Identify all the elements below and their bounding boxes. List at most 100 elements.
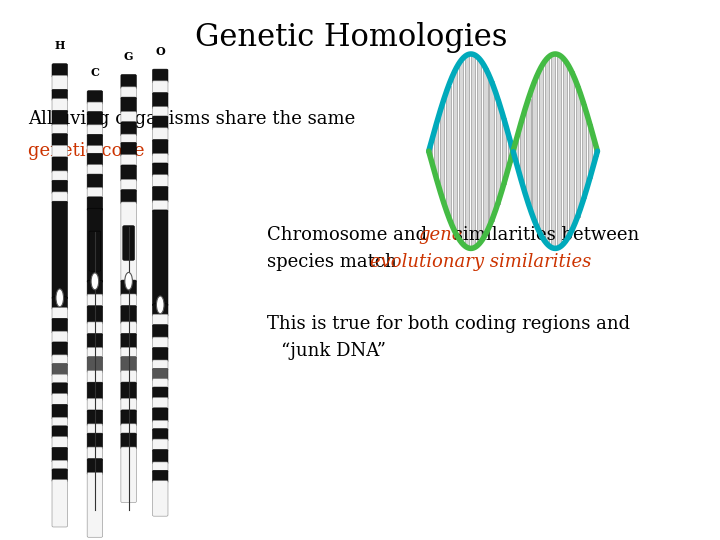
FancyBboxPatch shape	[121, 322, 136, 335]
FancyBboxPatch shape	[121, 294, 136, 308]
FancyBboxPatch shape	[153, 128, 168, 141]
FancyBboxPatch shape	[87, 102, 103, 114]
FancyBboxPatch shape	[121, 190, 136, 204]
FancyBboxPatch shape	[153, 314, 168, 327]
Text: G: G	[124, 51, 133, 62]
FancyBboxPatch shape	[582, 104, 586, 199]
FancyBboxPatch shape	[121, 333, 136, 349]
FancyBboxPatch shape	[87, 134, 103, 148]
FancyBboxPatch shape	[428, 146, 432, 156]
FancyBboxPatch shape	[121, 165, 136, 181]
FancyBboxPatch shape	[52, 157, 68, 173]
FancyBboxPatch shape	[87, 197, 103, 211]
FancyBboxPatch shape	[121, 75, 136, 89]
Text: gene: gene	[418, 226, 462, 244]
FancyBboxPatch shape	[121, 306, 136, 324]
FancyBboxPatch shape	[153, 387, 168, 400]
FancyBboxPatch shape	[121, 87, 136, 99]
Ellipse shape	[56, 289, 63, 307]
FancyBboxPatch shape	[153, 325, 168, 339]
FancyBboxPatch shape	[153, 408, 168, 422]
FancyBboxPatch shape	[557, 55, 562, 247]
FancyBboxPatch shape	[52, 469, 68, 482]
FancyBboxPatch shape	[502, 118, 506, 184]
FancyBboxPatch shape	[153, 337, 168, 350]
FancyBboxPatch shape	[52, 297, 68, 310]
FancyBboxPatch shape	[121, 347, 136, 359]
FancyBboxPatch shape	[87, 174, 103, 190]
FancyBboxPatch shape	[153, 81, 168, 94]
FancyBboxPatch shape	[153, 163, 168, 177]
FancyBboxPatch shape	[87, 280, 103, 296]
FancyBboxPatch shape	[153, 429, 168, 441]
FancyBboxPatch shape	[514, 140, 518, 163]
FancyBboxPatch shape	[477, 59, 482, 244]
FancyBboxPatch shape	[87, 153, 103, 167]
FancyBboxPatch shape	[87, 112, 103, 127]
FancyBboxPatch shape	[594, 146, 598, 156]
FancyBboxPatch shape	[459, 61, 463, 241]
FancyBboxPatch shape	[52, 480, 68, 527]
Text: “junk DNA”: “junk DNA”	[281, 342, 386, 360]
FancyBboxPatch shape	[121, 122, 136, 136]
FancyBboxPatch shape	[153, 470, 168, 483]
FancyBboxPatch shape	[52, 426, 68, 439]
FancyBboxPatch shape	[121, 433, 136, 449]
FancyBboxPatch shape	[87, 472, 103, 537]
FancyBboxPatch shape	[52, 76, 68, 91]
FancyBboxPatch shape	[52, 417, 68, 428]
Text: Genetic Homologies: Genetic Homologies	[195, 22, 508, 53]
FancyBboxPatch shape	[440, 104, 444, 199]
FancyBboxPatch shape	[87, 187, 103, 199]
FancyBboxPatch shape	[87, 347, 103, 359]
FancyBboxPatch shape	[539, 68, 543, 234]
Ellipse shape	[156, 296, 164, 314]
FancyBboxPatch shape	[52, 201, 68, 299]
FancyBboxPatch shape	[153, 368, 168, 381]
FancyBboxPatch shape	[153, 200, 168, 212]
FancyBboxPatch shape	[153, 462, 168, 472]
Text: species match: species match	[267, 253, 402, 271]
FancyBboxPatch shape	[526, 98, 531, 204]
FancyBboxPatch shape	[121, 447, 136, 503]
FancyBboxPatch shape	[123, 226, 135, 260]
FancyBboxPatch shape	[87, 458, 103, 475]
FancyBboxPatch shape	[52, 355, 68, 366]
FancyBboxPatch shape	[121, 154, 136, 167]
FancyBboxPatch shape	[121, 134, 136, 145]
FancyBboxPatch shape	[87, 306, 103, 324]
FancyBboxPatch shape	[52, 331, 68, 344]
Text: genetic code: genetic code	[28, 142, 145, 160]
FancyBboxPatch shape	[52, 133, 68, 147]
FancyBboxPatch shape	[508, 140, 512, 163]
FancyBboxPatch shape	[87, 410, 103, 426]
FancyBboxPatch shape	[52, 145, 68, 159]
FancyBboxPatch shape	[87, 382, 103, 401]
FancyBboxPatch shape	[483, 68, 487, 234]
FancyBboxPatch shape	[153, 379, 168, 389]
Text: similarities between: similarities between	[449, 226, 639, 244]
FancyBboxPatch shape	[153, 186, 168, 202]
FancyBboxPatch shape	[52, 447, 68, 462]
FancyBboxPatch shape	[121, 382, 136, 401]
FancyBboxPatch shape	[87, 357, 103, 373]
Text: O: O	[156, 46, 165, 57]
FancyBboxPatch shape	[87, 447, 103, 461]
FancyBboxPatch shape	[570, 71, 574, 231]
FancyBboxPatch shape	[153, 420, 168, 431]
Text: evolutionary similarities: evolutionary similarities	[370, 253, 592, 271]
FancyBboxPatch shape	[563, 61, 567, 241]
FancyBboxPatch shape	[87, 294, 103, 308]
FancyBboxPatch shape	[495, 98, 500, 204]
FancyBboxPatch shape	[545, 59, 549, 244]
FancyBboxPatch shape	[533, 82, 536, 221]
FancyBboxPatch shape	[52, 171, 68, 183]
FancyBboxPatch shape	[121, 97, 136, 114]
FancyBboxPatch shape	[52, 383, 68, 396]
FancyBboxPatch shape	[52, 437, 68, 449]
FancyBboxPatch shape	[121, 202, 136, 282]
FancyBboxPatch shape	[52, 110, 68, 126]
FancyBboxPatch shape	[153, 210, 168, 306]
FancyBboxPatch shape	[52, 342, 68, 357]
FancyBboxPatch shape	[588, 124, 592, 178]
